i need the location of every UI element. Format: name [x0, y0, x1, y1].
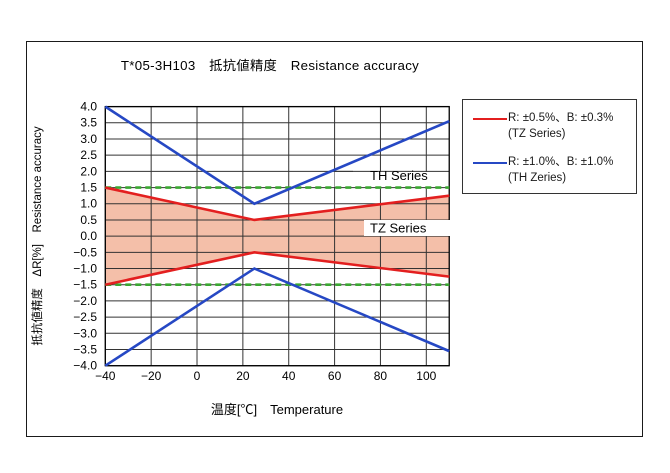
svg-text:−4.0: −4.0 — [73, 359, 97, 373]
svg-text:0.0: 0.0 — [80, 229, 97, 243]
svg-text:4.0: 4.0 — [80, 100, 97, 114]
svg-text:1.0: 1.0 — [80, 197, 97, 211]
svg-text:−2.5: −2.5 — [73, 310, 97, 324]
svg-text:−3.5: −3.5 — [73, 343, 97, 357]
svg-text:−3.0: −3.0 — [73, 326, 97, 340]
svg-text:3.0: 3.0 — [80, 132, 97, 146]
svg-text:TZ Series: TZ Series — [370, 221, 427, 236]
svg-text:−20: −20 — [141, 369, 162, 383]
svg-text:−40: −40 — [95, 369, 116, 383]
svg-text:−1.5: −1.5 — [73, 278, 97, 292]
svg-text:温度[℃] Temperature: 温度[℃] Temperature — [211, 402, 343, 417]
svg-text:0.5: 0.5 — [80, 213, 97, 227]
svg-text:1.5: 1.5 — [80, 181, 97, 195]
svg-text:2.0: 2.0 — [80, 164, 97, 178]
svg-text:0: 0 — [194, 369, 201, 383]
svg-text:80: 80 — [374, 369, 388, 383]
svg-text:20: 20 — [236, 369, 250, 383]
svg-text:60: 60 — [328, 369, 342, 383]
svg-text:100: 100 — [416, 369, 436, 383]
svg-text:−0.5: −0.5 — [73, 245, 97, 259]
svg-text:3.5: 3.5 — [80, 116, 97, 130]
svg-text:−1.0: −1.0 — [73, 262, 97, 276]
svg-text:40: 40 — [282, 369, 296, 383]
svg-text:TH Series: TH Series — [370, 168, 428, 183]
svg-text:2.5: 2.5 — [80, 148, 97, 162]
svg-text:−2.0: −2.0 — [73, 294, 97, 308]
